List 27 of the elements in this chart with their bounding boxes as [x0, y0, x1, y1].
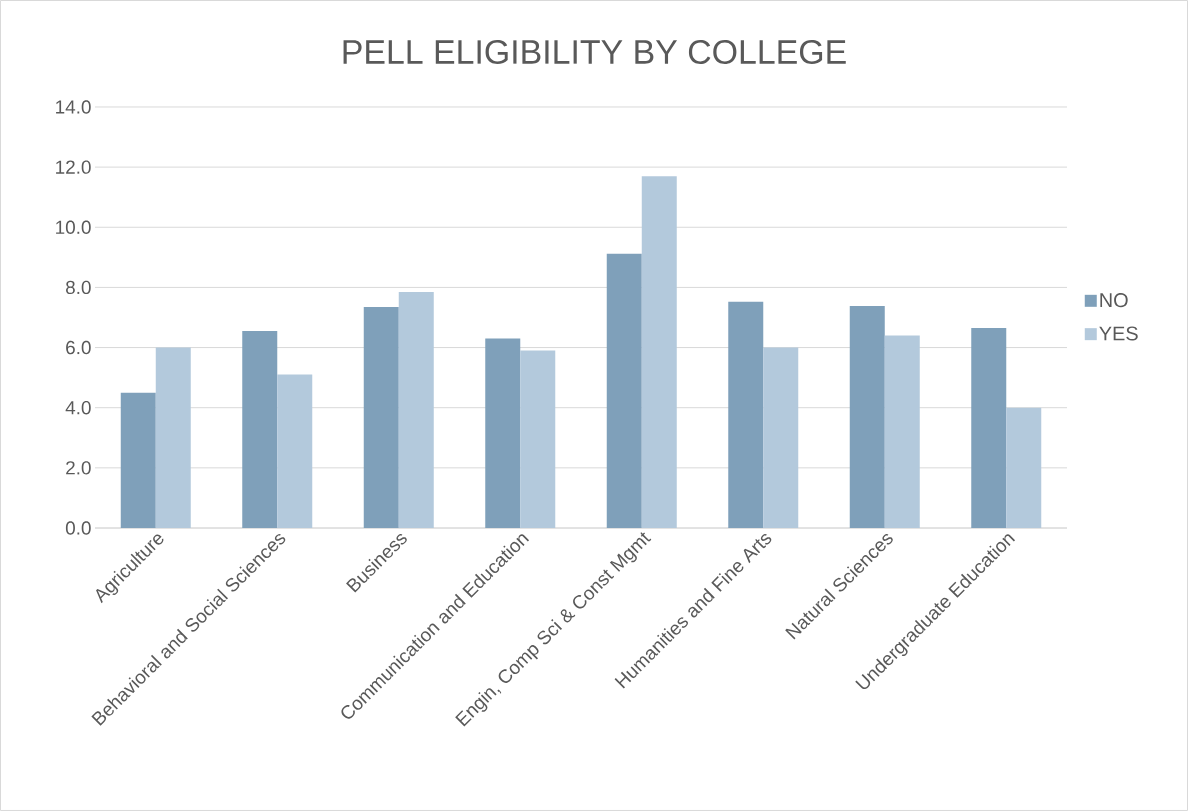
bar — [363, 306, 399, 528]
bar — [971, 328, 1007, 528]
chart-title: PELL ELIGIBILITY BY COLLEGE — [343, 39, 846, 64]
bar — [606, 253, 642, 528]
legend-label: YES — [1099, 326, 1138, 341]
bar — [849, 306, 885, 528]
bar — [1006, 407, 1042, 528]
y-tick-label: 12.0 — [56, 160, 91, 174]
bar — [277, 374, 313, 528]
bar — [641, 176, 677, 528]
bar — [520, 350, 556, 528]
bar — [884, 335, 920, 528]
legend-label: NO — [1100, 293, 1128, 308]
bar — [485, 338, 521, 528]
y-tick-label: 6.0 — [66, 340, 91, 355]
bar — [728, 301, 764, 528]
bar — [155, 347, 191, 528]
bar — [763, 347, 799, 528]
y-tick-label: 10.0 — [56, 220, 91, 234]
bar — [242, 331, 278, 528]
y-tick-label: 14.0 — [56, 100, 91, 114]
y-tick-label: 2.0 — [66, 461, 91, 475]
y-tick-label: 8.0 — [66, 280, 91, 295]
bar — [120, 392, 156, 528]
y-tick-label: 0.0 — [65, 521, 91, 535]
y-tick-label: 4.0 — [65, 401, 91, 415]
bar — [398, 291, 434, 528]
